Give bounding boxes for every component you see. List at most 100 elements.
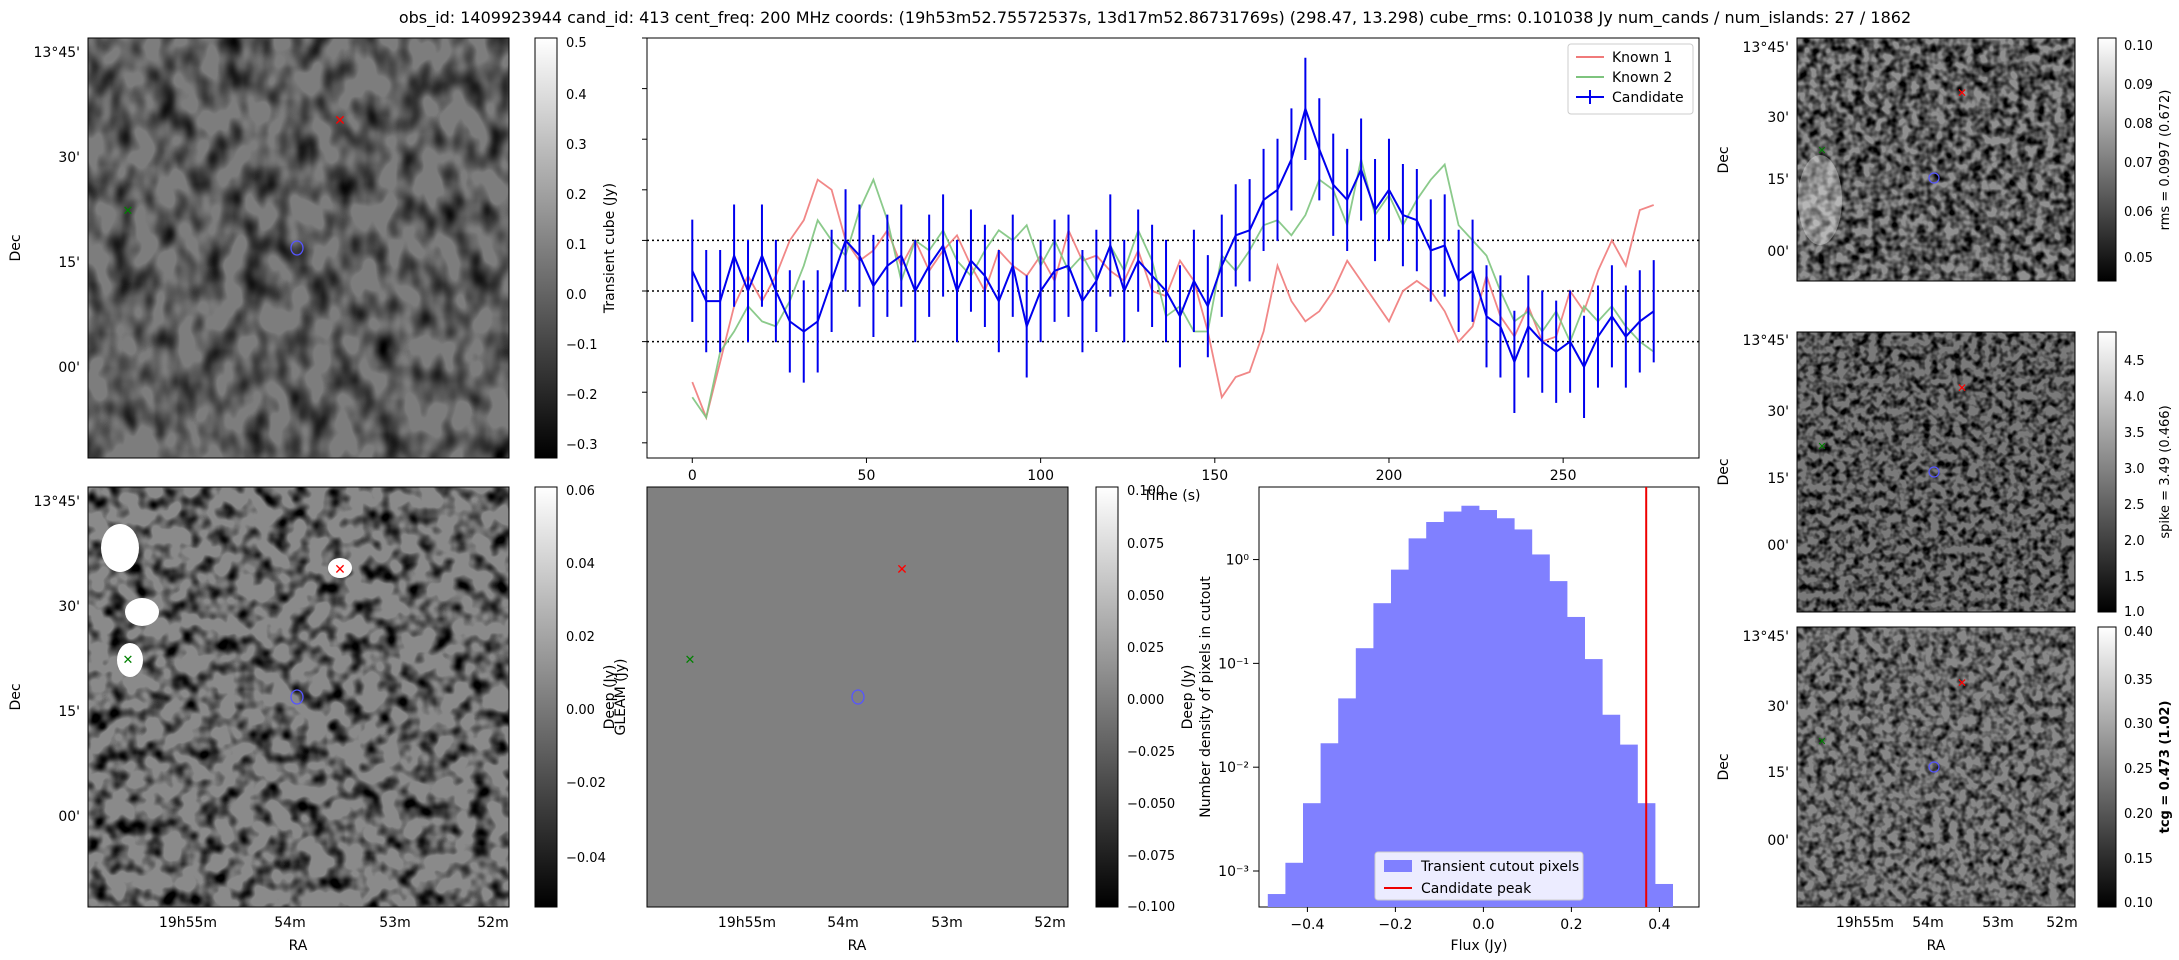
colorbar-tick-label: −0.050: [1127, 797, 1175, 812]
dec-tick-label: 15': [1767, 471, 1789, 487]
dec-tick-label: 00': [1767, 833, 1789, 849]
candidate-marker: [290, 240, 304, 256]
x-tick-label: 0.0: [1472, 917, 1494, 933]
colorbar-tick-label: 4.0: [2124, 390, 2145, 405]
ra-tick-label: 54m: [274, 915, 305, 931]
histogram-bar: [1531, 554, 1550, 907]
dec-tick-label: 30': [1767, 110, 1789, 126]
spike-image-texture: [1797, 332, 2075, 612]
dec-axis-label: Dec: [1716, 458, 1732, 485]
rms-colorbar-label: rms = 0.0997 (0.672): [2158, 90, 2173, 231]
known2-marker: ✕: [1817, 440, 1826, 453]
dec-tick-label: 15': [58, 255, 80, 271]
histogram-bar: [1443, 511, 1462, 907]
colorbar-tick-label: 0.06: [2124, 205, 2153, 220]
deep-frame: [87, 486, 510, 908]
colorbar-tick-label: 0.15: [2124, 852, 2153, 867]
ra-axis-label: RA: [848, 938, 867, 954]
dec-tick-label: 15': [1767, 172, 1789, 188]
y-tick-label: 10⁻¹: [1218, 656, 1249, 672]
dec-tick-label: 30': [1767, 404, 1789, 420]
colorbar-tick-label: 0.00: [566, 703, 595, 718]
histogram-bar: [1584, 659, 1603, 907]
rms-bright-region: [1798, 155, 1842, 245]
histogram-bar: [1391, 569, 1409, 907]
x-tick-label: 250: [1550, 468, 1577, 484]
x-tick-label: 0.4: [1648, 917, 1670, 933]
candidate-marker: [1928, 172, 1940, 184]
ra-tick-label: 19h55m: [159, 915, 217, 931]
histogram-bar: [1619, 744, 1638, 907]
rms-colorbar-ticks: 0.10 0.09 0.08 0.07 0.06 0.05: [2124, 39, 2153, 266]
lightcurve-threshold-lines: [647, 239, 1699, 343]
candidate-line: [691, 105, 1655, 370]
dec-axis: 13°45' 30' 15' 00' Dec: [8, 494, 80, 825]
colorbar-tick-label: 0.1: [566, 238, 587, 253]
tcg-colorbar-ticks: 0.40 0.35 0.30 0.25 0.20 0.15 0.10: [2124, 625, 2153, 911]
histogram-legend: Transient cutout pixels Candidate peak: [1374, 851, 1584, 901]
colorbar-tick-label: 0.05: [2124, 251, 2153, 266]
known-1-line: [691, 178, 1655, 421]
known1-marker: ✕: [1957, 86, 1967, 100]
ra-tick-label: 53m: [379, 915, 410, 931]
deep-bright-source: [101, 524, 139, 572]
colorbar-tick-label: 0.04: [566, 557, 595, 572]
y-tick-label: 10⁰: [1226, 553, 1250, 569]
ra-tick-label: 53m: [931, 915, 962, 931]
colorbar-tick-label: 0.06: [566, 484, 595, 499]
spike-frame: [1796, 331, 2076, 613]
dec-tick-label: 30': [58, 599, 80, 615]
legend-candidate-label: Candidate: [1612, 90, 1684, 106]
colorbar-tick-label: −0.2: [566, 388, 598, 403]
colorbar-tick-label: 0.20: [2124, 807, 2153, 822]
colorbar-tick-label: 0.075: [1127, 537, 1164, 552]
colorbar-tick-label: 0.10: [2124, 39, 2153, 54]
lightcurve-xlabel: Time (s): [1143, 488, 1201, 504]
deep-bright-source: [117, 643, 143, 677]
dec-tick-label: 15': [1767, 765, 1789, 781]
tcg-colorbar-label: tcg = 0.473 (1.02): [2158, 701, 2173, 834]
dec-tick-label: 15': [58, 704, 80, 720]
colorbar-tick-label: 2.5: [2124, 498, 2145, 513]
candidate-marker: [1928, 466, 1940, 478]
ra-tick-label: 54m: [827, 915, 858, 931]
colorbar-tick-label: 0.07: [2124, 156, 2153, 171]
gleam-colorbar: [1095, 486, 1119, 908]
legend-hist-swatch: [1384, 860, 1412, 872]
colorbar-tick-label: 1.5: [2124, 570, 2145, 585]
transient-cube-colorbar-ticks: 0.5 0.4 0.3 0.2 0.1 0.0 −0.1 −0.2 −0.3: [566, 36, 598, 453]
deep-bright-source: [125, 598, 159, 626]
spike-colorbar-ticks: 4.5 4.0 3.5 3.0 2.5 2.0 1.5 1.0: [2124, 354, 2145, 620]
histogram-bar: [1514, 529, 1533, 907]
lightcurve-x-ticks: 0 50 100 150 200 250: [688, 458, 1577, 484]
dec-axis-label: Dec: [1716, 753, 1732, 780]
histogram-bar: [1320, 743, 1339, 907]
ra-tick-label: 52m: [2046, 915, 2077, 931]
dec-axis-label: Dec: [8, 234, 24, 261]
known1-marker: ✕: [334, 562, 346, 578]
gleam-axis-label: GLEAM (Jy): [613, 659, 629, 736]
x-tick-label: −0.2: [1378, 917, 1412, 933]
histogram-panel: −0.4 −0.2 0.0 0.2 0.4 10⁻³ 10⁻² 10⁻¹ 10⁰ Flux (…: [1198, 486, 1700, 954]
deep-image-texture: [88, 487, 509, 907]
known1-marker: ✕: [896, 562, 908, 578]
lightcurve-y-ticks: [642, 37, 647, 444]
colorbar-tick-label: −0.025: [1127, 745, 1175, 760]
histogram-bars: [1267, 505, 1673, 907]
tcg-image-texture: [1797, 627, 2075, 907]
colorbar-tick-label: 3.0: [2124, 462, 2145, 477]
candidate-marker: [1928, 761, 1940, 773]
known1-marker: ✕: [334, 113, 346, 129]
dec-axis-label: Dec: [8, 683, 24, 710]
colorbar-tick-label: −0.100: [1127, 900, 1175, 915]
histogram-ylabel: Number density of pixels in cutout: [1198, 576, 1214, 818]
legend-known2-label: Known 2: [1612, 70, 1672, 86]
gleam-panel: ✕ ✕ 19h55m 54m 53m 52m RA GLEAM (Jy) 0.1…: [613, 484, 1196, 954]
histogram-bar: [1549, 581, 1568, 907]
colorbar-tick-label: 0.35: [2124, 673, 2153, 688]
ra-axis: 19h55m 54m 53m 52m RA: [159, 915, 509, 954]
dec-tick-label: 30': [1767, 699, 1789, 715]
histogram-bar: [1567, 616, 1585, 907]
known2-marker: ✕: [1817, 735, 1826, 748]
dec-tick-label: 00': [1767, 244, 1789, 260]
